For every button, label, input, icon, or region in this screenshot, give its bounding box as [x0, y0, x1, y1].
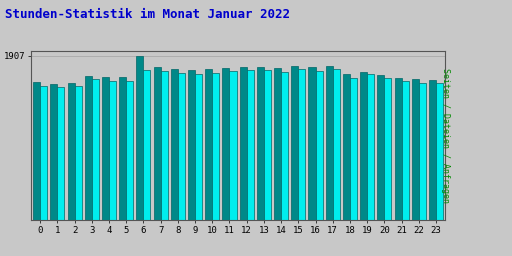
Bar	[412, 79, 419, 220]
Bar	[68, 83, 75, 220]
Bar	[247, 70, 254, 220]
Bar	[85, 76, 92, 220]
Bar	[126, 80, 133, 220]
Bar	[291, 66, 298, 220]
Bar	[308, 67, 315, 220]
Bar	[281, 72, 288, 220]
Bar	[143, 70, 151, 220]
Bar	[264, 70, 271, 220]
Bar	[136, 56, 143, 220]
Bar	[222, 68, 229, 220]
Bar	[401, 81, 409, 220]
Bar	[188, 70, 195, 220]
Bar	[178, 73, 185, 220]
Bar	[315, 71, 323, 220]
Bar	[429, 80, 436, 220]
Bar	[419, 83, 426, 220]
Bar	[395, 78, 401, 220]
Bar	[50, 84, 57, 220]
Y-axis label: Seiten / Dateien / Anfragen: Seiten / Dateien / Anfragen	[441, 68, 450, 203]
Bar	[212, 73, 219, 220]
Bar	[298, 69, 305, 220]
Bar	[40, 86, 47, 220]
Bar	[367, 74, 374, 220]
Bar	[350, 78, 357, 220]
Bar	[343, 74, 350, 220]
Bar	[229, 71, 237, 220]
Bar	[102, 78, 109, 220]
Bar	[385, 78, 391, 220]
Bar	[154, 67, 161, 220]
Bar	[274, 68, 281, 220]
Bar	[119, 77, 126, 220]
Bar	[33, 82, 40, 220]
Bar	[161, 71, 168, 220]
Bar	[326, 66, 333, 220]
Bar	[333, 69, 340, 220]
Bar	[75, 86, 81, 220]
Bar	[171, 69, 178, 220]
Bar	[436, 83, 443, 220]
Bar	[360, 72, 367, 220]
Bar	[195, 74, 202, 220]
Bar	[109, 81, 116, 220]
Bar	[92, 79, 99, 220]
Text: Stunden-Statistik im Monat Januar 2022: Stunden-Statistik im Monat Januar 2022	[5, 8, 290, 21]
Bar	[377, 75, 385, 220]
Bar	[257, 67, 264, 220]
Bar	[205, 69, 212, 220]
Bar	[240, 67, 247, 220]
Bar	[57, 87, 65, 220]
